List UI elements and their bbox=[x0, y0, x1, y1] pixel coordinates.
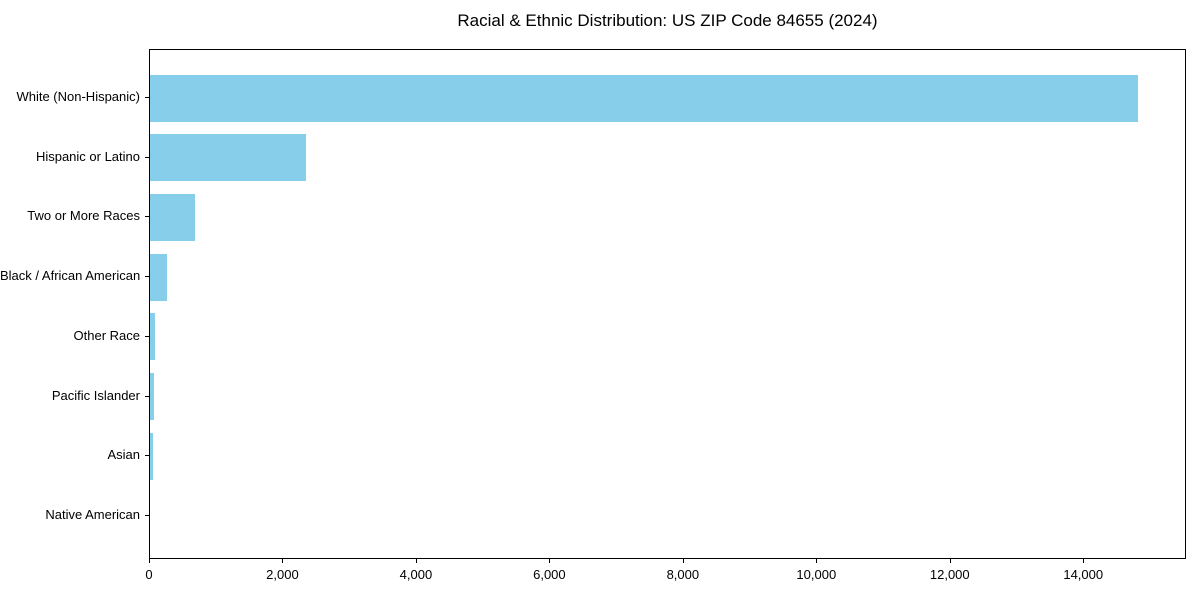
y-tick-label: Other Race bbox=[73, 327, 140, 343]
x-tick-label: 6,000 bbox=[533, 567, 566, 582]
x-tick-mark bbox=[949, 559, 951, 563]
x-tick-label: 12,000 bbox=[929, 567, 970, 582]
x-tick-mark bbox=[682, 559, 684, 563]
plot-area bbox=[149, 49, 1186, 559]
x-tick-label: 0 bbox=[145, 567, 153, 582]
x-tick-mark bbox=[1083, 559, 1085, 563]
y-tick-mark bbox=[145, 97, 149, 98]
bar-other-race bbox=[150, 313, 155, 361]
bar-two-or-more-races bbox=[150, 193, 195, 241]
y-tick-mark bbox=[145, 395, 149, 397]
y-tick-label: Hispanic or Latino bbox=[35, 148, 140, 164]
x-tick-mark bbox=[415, 559, 417, 563]
y-tick-label: Asian bbox=[107, 447, 140, 463]
x-tick-label: 10,000 bbox=[796, 567, 837, 582]
bar-black-african-american bbox=[150, 253, 167, 301]
y-tick-mark bbox=[145, 276, 149, 278]
y-tick-label: Pacific Islander bbox=[51, 387, 140, 403]
y-tick-mark bbox=[145, 156, 149, 158]
y-tick-label: Two or More Races bbox=[27, 208, 140, 224]
bar-asian bbox=[150, 432, 153, 480]
x-tick-mark bbox=[549, 559, 551, 563]
y-tick-mark bbox=[145, 514, 149, 516]
bar-white-non-hispanic bbox=[150, 74, 1138, 122]
x-tick-label: 8,000 bbox=[666, 567, 700, 582]
chart-title: Racial & Ethnic Distribution: US ZIP Cod… bbox=[457, 11, 878, 30]
x-tick-label: 4,000 bbox=[399, 567, 433, 582]
x-tick-mark bbox=[816, 559, 818, 563]
y-tick-label: White (Non-Hispanic) bbox=[16, 89, 140, 104]
bar-pacific-islander bbox=[150, 373, 154, 421]
y-tick-mark bbox=[145, 335, 149, 337]
y-tick-label: Native American bbox=[45, 506, 140, 522]
bar-hispanic-or-latino bbox=[150, 134, 306, 182]
x-tick-mark bbox=[282, 559, 284, 563]
x-tick-label: 14,000 bbox=[1063, 567, 1104, 582]
x-tick-label: 2,000 bbox=[266, 567, 299, 582]
x-tick-mark bbox=[149, 559, 150, 563]
y-tick-mark bbox=[145, 455, 149, 457]
y-tick-label: Black / African American bbox=[0, 268, 141, 284]
y-tick-mark bbox=[145, 216, 149, 218]
